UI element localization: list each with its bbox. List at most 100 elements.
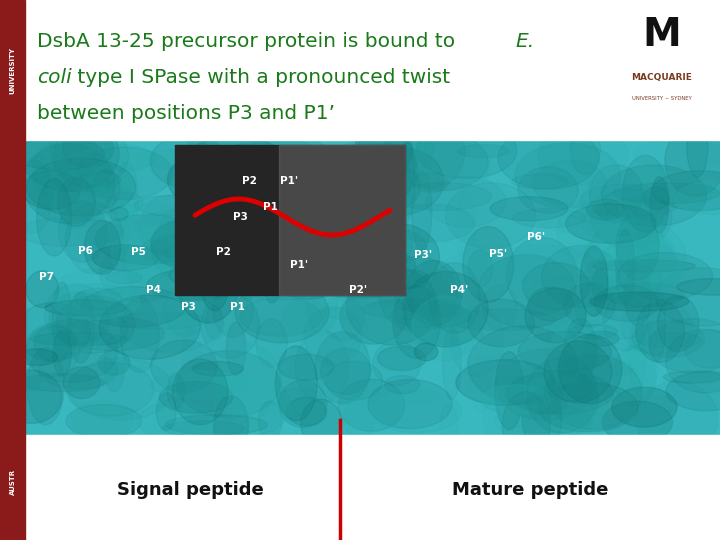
Ellipse shape <box>587 261 609 275</box>
Ellipse shape <box>201 293 259 358</box>
Ellipse shape <box>315 279 403 298</box>
Ellipse shape <box>600 199 676 217</box>
Ellipse shape <box>496 349 595 421</box>
Ellipse shape <box>167 373 184 409</box>
Ellipse shape <box>503 392 550 460</box>
Ellipse shape <box>15 302 91 361</box>
Ellipse shape <box>570 123 600 175</box>
Ellipse shape <box>205 306 223 340</box>
Ellipse shape <box>348 280 372 299</box>
Ellipse shape <box>235 188 285 202</box>
Ellipse shape <box>518 331 611 372</box>
Ellipse shape <box>173 359 228 425</box>
Ellipse shape <box>350 218 367 252</box>
Ellipse shape <box>451 309 555 330</box>
Ellipse shape <box>315 332 370 404</box>
Ellipse shape <box>395 325 483 345</box>
Ellipse shape <box>426 176 505 227</box>
Ellipse shape <box>369 272 423 305</box>
Ellipse shape <box>403 114 465 188</box>
Ellipse shape <box>321 247 416 286</box>
Ellipse shape <box>181 327 202 387</box>
Ellipse shape <box>71 401 134 439</box>
Ellipse shape <box>602 401 672 443</box>
Ellipse shape <box>150 340 217 393</box>
Ellipse shape <box>582 174 660 224</box>
Ellipse shape <box>636 381 718 456</box>
Ellipse shape <box>557 206 598 258</box>
Ellipse shape <box>518 167 578 213</box>
Ellipse shape <box>632 320 704 357</box>
Ellipse shape <box>226 322 246 375</box>
Ellipse shape <box>377 123 430 200</box>
Ellipse shape <box>138 403 215 440</box>
Ellipse shape <box>22 144 114 224</box>
Ellipse shape <box>368 220 385 292</box>
Ellipse shape <box>590 292 689 311</box>
Ellipse shape <box>27 348 64 425</box>
Ellipse shape <box>169 200 192 270</box>
Ellipse shape <box>395 173 418 214</box>
Ellipse shape <box>150 371 248 398</box>
Ellipse shape <box>22 368 40 391</box>
Ellipse shape <box>177 350 280 417</box>
Ellipse shape <box>276 207 349 251</box>
Ellipse shape <box>67 293 94 363</box>
Ellipse shape <box>468 249 493 287</box>
Ellipse shape <box>164 282 207 336</box>
Ellipse shape <box>650 177 668 233</box>
Ellipse shape <box>446 183 536 248</box>
Ellipse shape <box>258 401 282 440</box>
Ellipse shape <box>108 192 143 215</box>
Ellipse shape <box>676 181 720 214</box>
Ellipse shape <box>20 116 120 191</box>
Ellipse shape <box>166 415 268 435</box>
Ellipse shape <box>478 255 576 328</box>
Ellipse shape <box>525 288 586 343</box>
Ellipse shape <box>99 350 130 375</box>
Ellipse shape <box>676 180 712 205</box>
Ellipse shape <box>310 254 372 312</box>
Bar <box>25 435 720 540</box>
Ellipse shape <box>26 271 59 308</box>
Ellipse shape <box>276 388 324 411</box>
Ellipse shape <box>22 171 81 210</box>
Ellipse shape <box>186 128 207 204</box>
Ellipse shape <box>622 155 668 232</box>
Text: P6: P6 <box>78 246 92 255</box>
Ellipse shape <box>481 385 550 414</box>
Ellipse shape <box>163 421 244 436</box>
Ellipse shape <box>48 154 105 228</box>
Ellipse shape <box>463 227 514 302</box>
Ellipse shape <box>343 253 405 278</box>
Ellipse shape <box>159 381 233 413</box>
Ellipse shape <box>420 158 441 188</box>
Ellipse shape <box>75 147 173 200</box>
Ellipse shape <box>559 335 622 404</box>
Ellipse shape <box>151 221 192 275</box>
Ellipse shape <box>307 212 385 285</box>
Ellipse shape <box>214 396 248 456</box>
Ellipse shape <box>335 173 412 232</box>
Ellipse shape <box>304 307 362 364</box>
Ellipse shape <box>295 330 348 403</box>
Ellipse shape <box>511 174 568 189</box>
Ellipse shape <box>37 179 72 256</box>
Text: P5: P5 <box>131 247 145 257</box>
Ellipse shape <box>66 404 142 438</box>
Ellipse shape <box>323 296 364 341</box>
Ellipse shape <box>66 362 154 416</box>
Ellipse shape <box>571 202 646 224</box>
Ellipse shape <box>522 389 562 450</box>
Ellipse shape <box>240 298 322 336</box>
Ellipse shape <box>53 330 71 376</box>
Ellipse shape <box>527 376 583 399</box>
Ellipse shape <box>135 150 225 168</box>
Ellipse shape <box>301 399 342 448</box>
Text: Mature peptide: Mature peptide <box>452 481 608 498</box>
Ellipse shape <box>181 126 210 172</box>
Ellipse shape <box>213 284 253 337</box>
Ellipse shape <box>564 283 615 327</box>
Ellipse shape <box>387 204 474 242</box>
Ellipse shape <box>596 238 680 305</box>
